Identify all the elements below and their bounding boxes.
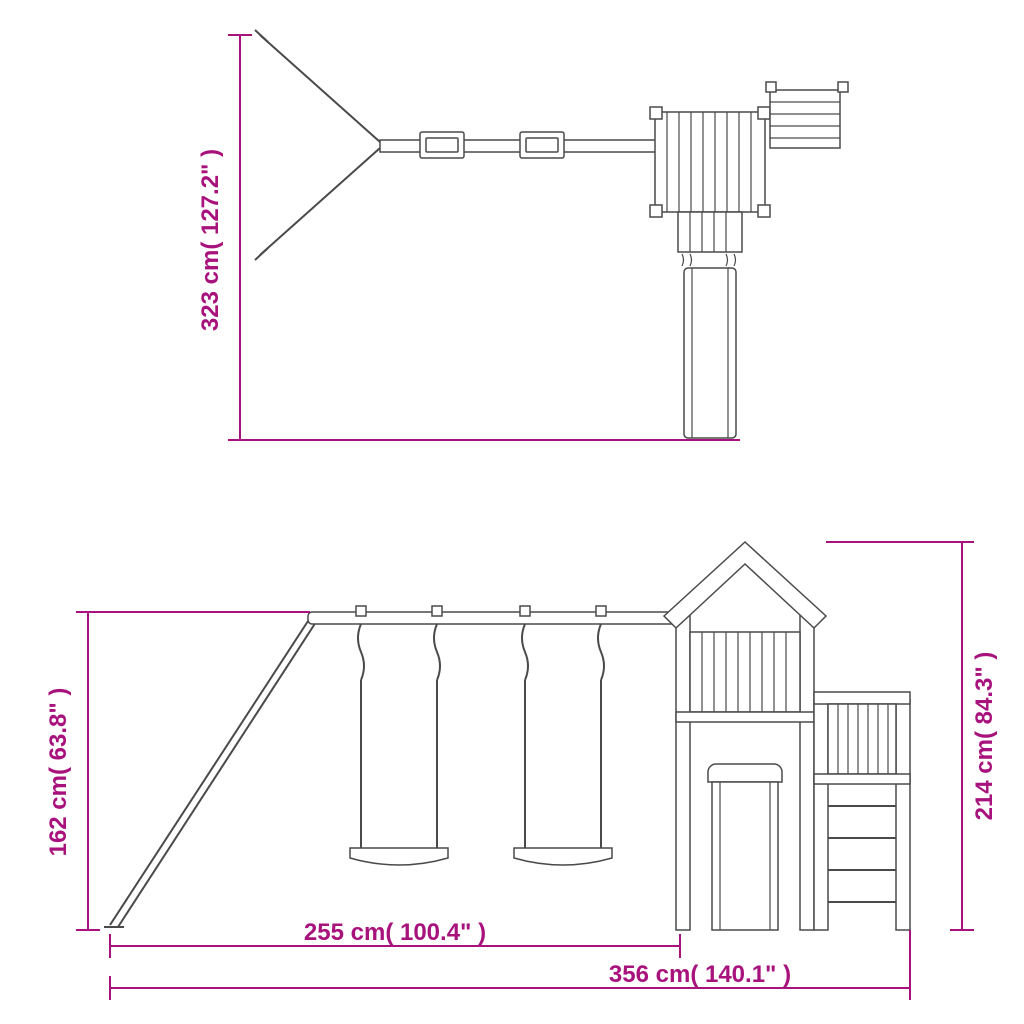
front-swing-2 bbox=[514, 606, 612, 865]
dim-swing-width-label: 255 cm( 100.4" ) bbox=[304, 919, 486, 946]
top-view bbox=[255, 30, 848, 438]
top-swing-seat-1 bbox=[420, 132, 464, 158]
dim-swing-width: 255 cm( 100.4" ) bbox=[110, 919, 680, 958]
top-tower-platform bbox=[650, 107, 770, 217]
top-swing-aframe bbox=[255, 30, 380, 260]
front-climbing-wall bbox=[814, 692, 910, 930]
dim-swing-height: 162 cm( 63.8" ) bbox=[45, 612, 310, 930]
dim-overall-width: 356 cm( 140.1" ) bbox=[110, 930, 910, 1000]
dim-swing-height-label: 162 cm( 63.8" ) bbox=[45, 688, 72, 857]
dim-overall-width-label: 356 cm( 140.1" ) bbox=[609, 961, 791, 988]
front-aframe-leg bbox=[104, 618, 316, 927]
top-ladder bbox=[766, 82, 848, 148]
top-slide-entry bbox=[678, 212, 742, 266]
top-slide bbox=[684, 268, 736, 438]
front-tower bbox=[664, 542, 826, 930]
top-swing-seat-2 bbox=[520, 132, 564, 158]
front-swing-1 bbox=[350, 606, 448, 865]
dim-depth-label: 323 cm( 127.2" ) bbox=[197, 149, 224, 331]
technical-drawing: 323 cm( 127.2" ) bbox=[0, 0, 1024, 1024]
dim-overall-height-label: 214 cm( 84.3" ) bbox=[971, 652, 998, 821]
front-view bbox=[104, 542, 910, 930]
